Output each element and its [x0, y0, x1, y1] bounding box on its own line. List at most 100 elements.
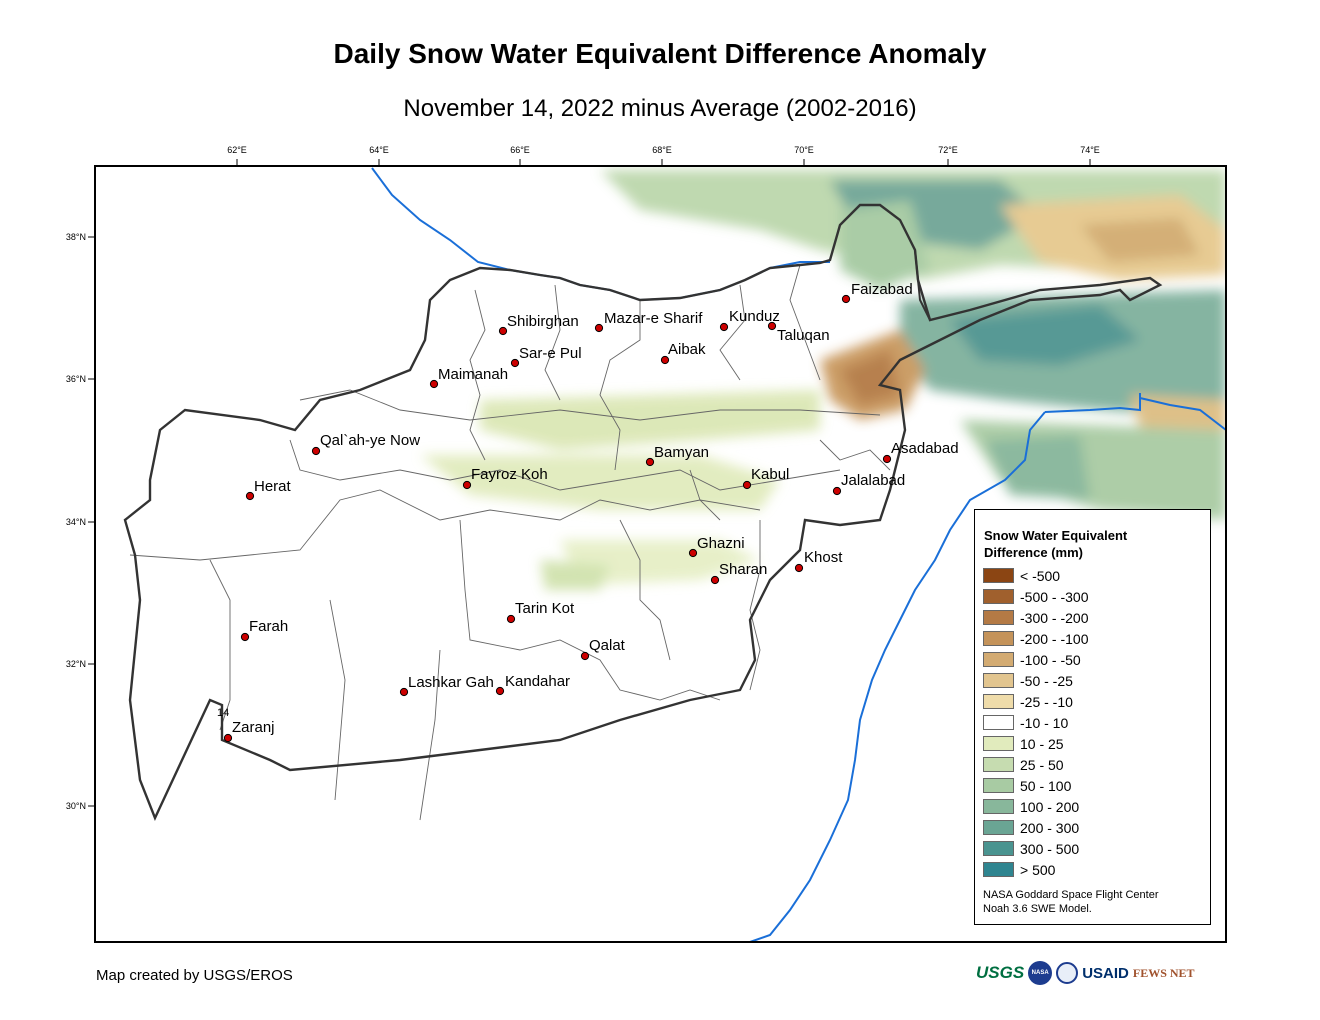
legend-item: -500 - -300 — [983, 586, 1088, 607]
city-label: Sharan — [719, 561, 767, 578]
province-boundaries — [129, 264, 891, 821]
legend-swatch — [983, 673, 1014, 688]
city-label: Mazar-e Sharif — [604, 310, 703, 327]
legend-credit-line1: NASA Goddard Space Flight Center — [983, 889, 1159, 901]
city-label: Fayroz Koh — [471, 466, 548, 483]
city-dot — [311, 446, 321, 456]
legend-credit-line2: Noah 3.6 SWE Model. — [983, 903, 1092, 915]
city-dot — [399, 687, 409, 697]
city-dot — [841, 294, 851, 304]
legend-item: 100 - 200 — [983, 796, 1088, 817]
legend-swatch — [983, 778, 1014, 793]
legend-swatch — [983, 841, 1014, 856]
latitude-tick-label: 30°N — [66, 801, 86, 811]
city-dot — [719, 322, 729, 332]
city-dot — [794, 563, 804, 573]
city-label: Bamyan — [654, 444, 709, 461]
city-label: Ghazni — [697, 535, 745, 552]
legend-label: -200 - -100 — [1020, 630, 1089, 647]
city-dot — [742, 480, 752, 490]
legend-swatch — [983, 820, 1014, 835]
city-label: Aibak — [668, 341, 706, 358]
map-frame — [94, 165, 1227, 943]
legend-swatch — [983, 736, 1014, 751]
city-dot — [495, 686, 505, 696]
logo-strip: USGS NASA USAID FEWS NET — [976, 958, 1228, 988]
city-dot — [594, 323, 604, 333]
swe-anomaly-raster: Faizabad Shibirghan Mazar-e Sharif Kunduz Ta… — [123, 167, 1226, 942]
northeast-river — [1044, 393, 1226, 431]
longitude-tick-label: 72°E — [938, 145, 958, 155]
city-label: Jalalabad — [841, 472, 905, 489]
map-credit: Map created by USGS/EROS — [96, 967, 293, 984]
legend-label: 10 - 25 — [1020, 735, 1064, 752]
city-markers: Faizabad Shibirghan Mazar-e Sharif Kunduz Ta… — [223, 281, 959, 743]
city-dot — [510, 358, 520, 368]
city-label: Qal`ah-ye Now — [320, 432, 420, 449]
legend-items: < -500 -500 - -300 -300 - -200 -200 - -100 -… — [983, 565, 1088, 880]
city-label: Herat — [254, 478, 292, 495]
city-label: Qalat — [589, 637, 626, 654]
city-dot — [688, 548, 698, 558]
city-dot — [245, 491, 255, 501]
longitude-tick-label: 62°E — [227, 145, 247, 155]
city-dot — [223, 733, 233, 743]
legend-swatch — [983, 694, 1014, 709]
legend-swatch — [983, 862, 1014, 877]
legend-label: > 500 — [1020, 861, 1056, 878]
nasa-logo: NASA — [1028, 961, 1053, 985]
legend-label: 25 - 50 — [1020, 756, 1064, 773]
legend-credit: NASA Goddard Space Flight Center Noah 3.… — [983, 888, 1158, 916]
legend-swatch — [983, 652, 1014, 667]
city-label: Kunduz — [729, 308, 780, 325]
city-dot — [832, 486, 842, 496]
legend-swatch — [983, 589, 1014, 604]
city-label: Taluqan — [777, 327, 830, 344]
legend-swatch — [983, 757, 1014, 772]
longitude-tick-label: 68°E — [652, 145, 672, 155]
longitude-ticks: 62°E 64°E 66°E 68°E 70°E 72°E 74°E — [227, 145, 1100, 166]
legend-label: < -500 — [1020, 567, 1061, 584]
legend-title-line1: Snow Water Equivalent — [984, 528, 1128, 543]
legend-swatch — [983, 610, 1014, 625]
legend-title: Snow Water Equivalent Difference (mm) — [984, 527, 1127, 561]
latitude-tick-label: 32°N — [66, 659, 86, 669]
usgs-logo: USGS — [976, 963, 1025, 982]
usaid-logo: USAID — [1082, 964, 1129, 982]
indus-river — [749, 411, 1046, 942]
city-dot — [580, 651, 590, 661]
legend-swatch — [983, 631, 1014, 646]
legend-swatch — [983, 715, 1014, 730]
legend-label: -10 - 10 — [1020, 714, 1069, 731]
legend-title-line2: Difference (mm) — [984, 545, 1083, 560]
city-label: Asadabad — [891, 440, 959, 457]
longitude-tick-label: 66°E — [510, 145, 530, 155]
fews-net-logo: FEWS NET — [1132, 965, 1195, 980]
city-label: Farah — [249, 618, 288, 635]
longitude-tick-label: 70°E — [794, 145, 814, 155]
legend-item: < -500 — [983, 565, 1088, 586]
city-dot — [645, 457, 655, 467]
latitude-ticks: 38°N 36°N 34°N 32°N 30°N — [66, 232, 95, 811]
legend-label: -50 - -25 — [1020, 672, 1073, 689]
city-label: Lashkar Gah — [408, 674, 494, 691]
city-dot — [767, 321, 777, 331]
city-dot — [462, 480, 472, 490]
legend-label: -500 - -300 — [1020, 588, 1089, 605]
legend-label: -100 - -50 — [1020, 651, 1081, 668]
legend-label: -25 - -10 — [1020, 693, 1073, 710]
legend-item: > 500 — [983, 859, 1088, 880]
city-dot — [660, 355, 670, 365]
city-label: Faizabad — [851, 281, 913, 298]
city-label: Kandahar — [505, 673, 570, 690]
legend-item: 10 - 25 — [983, 733, 1088, 754]
city-dot — [240, 632, 250, 642]
city-dot — [882, 454, 892, 464]
legend-label: 200 - 300 — [1020, 819, 1080, 836]
longitude-tick-label: 64°E — [369, 145, 389, 155]
city-dot — [710, 575, 720, 585]
legend-label: 50 - 100 — [1020, 777, 1072, 794]
legend-item: -300 - -200 — [983, 607, 1088, 628]
marker-label: 14 — [217, 707, 229, 719]
city-label: Sar-e Pul — [519, 345, 582, 362]
